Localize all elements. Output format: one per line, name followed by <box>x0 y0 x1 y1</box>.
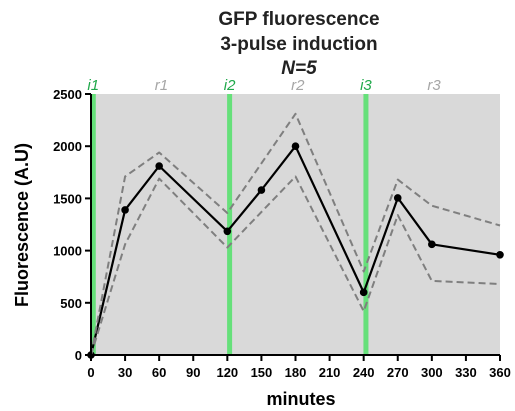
chart-title: GFP fluorescence 3-pulse induction N=5 <box>218 9 379 79</box>
y-tick-label: 2500 <box>53 87 82 102</box>
y-tick-label: 1000 <box>53 244 82 259</box>
x-tick-label: 180 <box>285 365 307 380</box>
data-point <box>223 227 232 236</box>
dashed-bound-line-2 <box>90 175 501 356</box>
x-axis-title: minutes <box>266 389 335 409</box>
x-tick-label: 60 <box>152 365 166 380</box>
induction-label-i3: i3 <box>360 77 372 94</box>
x-tick-label: 120 <box>216 365 238 380</box>
x-tick-label: 210 <box>319 365 341 380</box>
y-tick-label: 2000 <box>53 139 82 154</box>
data-point <box>359 288 368 297</box>
data-point <box>257 186 266 194</box>
data-point <box>428 240 436 249</box>
y-axis-ticks: 0 500 1000 1500 2000 2500 <box>53 87 91 363</box>
data-point <box>496 250 504 259</box>
title-line-2: 3-pulse induction <box>220 34 377 55</box>
x-axis-ticks: 0 30 60 90 120 150 180 210 240 270 300 330 360 <box>87 355 511 380</box>
data-point <box>155 162 163 170</box>
y-tick-label: 500 <box>60 296 82 311</box>
x-tick-label: 330 <box>455 365 477 380</box>
title-line-1: GFP fluorescence <box>218 9 379 30</box>
data-point <box>291 142 300 150</box>
phase-label-r2: r2 <box>291 77 305 94</box>
x-tick-label: 0 <box>87 365 94 380</box>
phase-label-r1: r1 <box>155 77 168 94</box>
plot-background <box>91 94 500 355</box>
y-tick-label: 1500 <box>53 191 82 206</box>
y-tick-label: 0 <box>75 348 82 363</box>
phase-labels: i1 i2 i3 r1 r2 r3 <box>87 77 441 94</box>
x-tick-label: 240 <box>353 365 375 380</box>
mean-line-0 <box>89 145 501 356</box>
induction-label-i1: i1 <box>87 77 99 94</box>
x-tick-label: 150 <box>251 365 273 380</box>
data-point <box>393 194 402 202</box>
x-tick-label: 360 <box>489 365 511 380</box>
x-tick-label: 300 <box>421 365 443 380</box>
induction-label-i2: i2 <box>224 77 236 94</box>
y-axis-title: Fluorescence (A.U) <box>12 143 32 307</box>
series-layer <box>87 112 504 359</box>
x-tick-label: 30 <box>118 365 132 380</box>
dashed-bound-line-1 <box>90 112 501 356</box>
title-line-3: N=5 <box>281 58 317 79</box>
data-point <box>121 206 129 214</box>
phase-label-r3: r3 <box>427 77 441 94</box>
x-tick-label: 270 <box>387 365 409 380</box>
induction-markers <box>90 94 369 355</box>
x-tick-label: 90 <box>186 365 200 380</box>
